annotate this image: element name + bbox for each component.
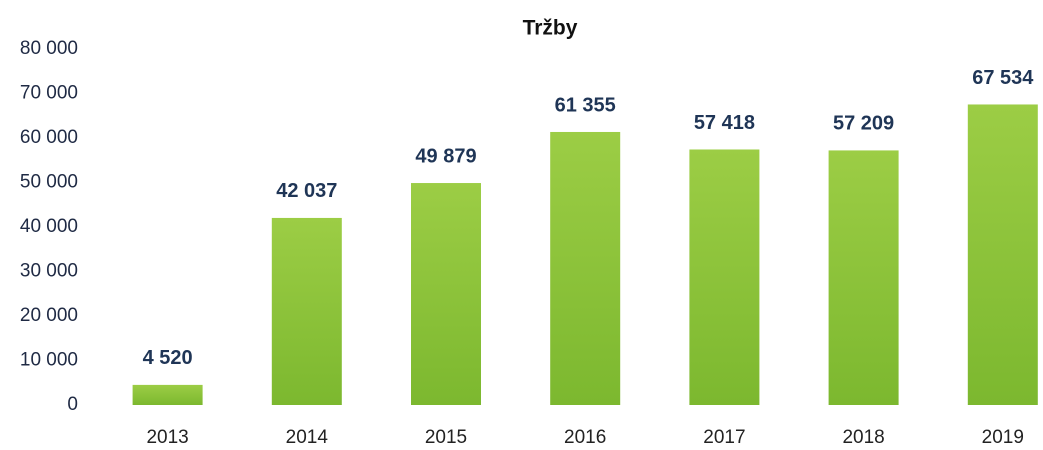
y-tick-label: 30 000 <box>20 261 78 282</box>
x-tick-label: 2016 <box>564 427 606 448</box>
y-tick-label: 80 000 <box>20 38 78 59</box>
value-label: 49 879 <box>415 145 476 167</box>
value-label: 4 520 <box>143 347 193 369</box>
bar <box>689 149 760 405</box>
y-tick-label: 70 000 <box>20 83 78 104</box>
x-tick-label: 2013 <box>146 427 188 448</box>
y-tick-label: 50 000 <box>20 172 78 193</box>
value-label: 67 534 <box>972 67 1034 89</box>
value-label: 42 037 <box>276 180 337 202</box>
bar <box>271 217 342 405</box>
y-tick-label: 0 <box>67 394 78 415</box>
x-tick-label: 2019 <box>982 427 1024 448</box>
value-label: 57 418 <box>694 112 755 134</box>
y-tick-label: 40 000 <box>20 216 78 237</box>
bar <box>132 384 203 405</box>
y-tick-label: 10 000 <box>20 350 78 371</box>
bar <box>967 104 1038 406</box>
value-label: 57 209 <box>833 113 894 135</box>
x-tick-label: 2015 <box>425 427 467 448</box>
value-label: 61 355 <box>555 94 616 116</box>
bar <box>411 183 481 405</box>
x-tick-label: 2014 <box>286 427 329 448</box>
x-tick-label: 2017 <box>703 427 745 448</box>
chart-title: Tržby <box>523 17 578 40</box>
y-tick-label: 20 000 <box>20 305 78 326</box>
bar <box>550 131 621 405</box>
x-tick-label: 2018 <box>842 427 884 448</box>
bar <box>828 150 899 405</box>
y-tick-label: 60 000 <box>20 127 78 148</box>
